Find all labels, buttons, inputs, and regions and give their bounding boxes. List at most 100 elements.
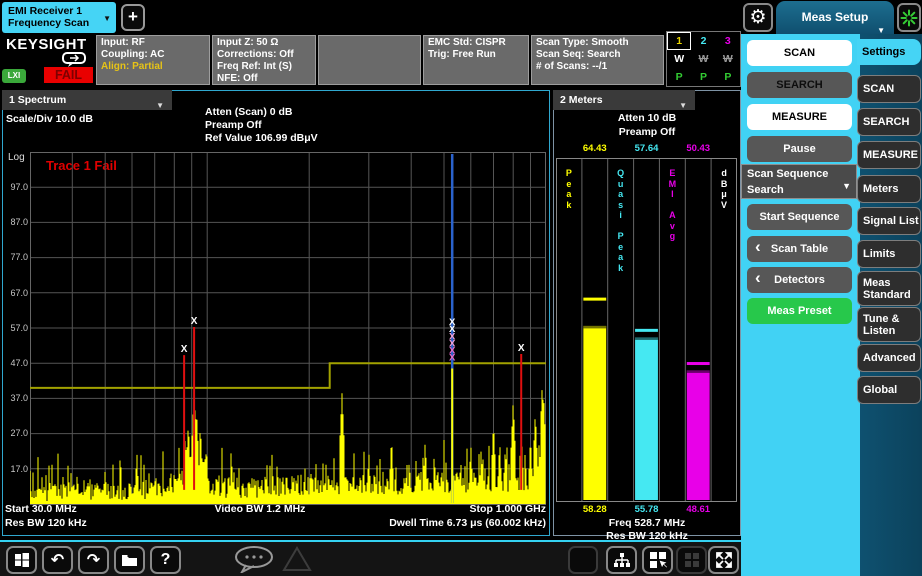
measurement-tab-label: EMI Receiver 1Frequency Scan: [8, 5, 116, 29]
status-line: Input Z: 50 Ω: [217, 37, 311, 49]
trace-2-number[interactable]: 2: [691, 32, 715, 50]
meter-max-value-0: 64.43: [575, 143, 615, 154]
undo-button[interactable]: ↶: [42, 546, 73, 574]
meter-bar-2: [687, 370, 710, 500]
window-select-icon: [649, 551, 667, 569]
fullscreen-button[interactable]: [708, 546, 739, 574]
busy-spinner-button[interactable]: [897, 3, 921, 32]
atten-readout: Atten (Scan) 0 dB Preamp Off Ref Value 1…: [205, 106, 318, 145]
y-axis-label-67.0: 67.0: [2, 288, 28, 298]
meter-current-value-0: 58.28: [575, 504, 615, 515]
meter-maxhold-1: [635, 329, 658, 332]
detectors-button[interactable]: Detectors‹: [747, 267, 852, 293]
file-explorer-button[interactable]: [114, 546, 145, 574]
tab-scan[interactable]: SCAN: [857, 75, 921, 103]
meas-preset-button[interactable]: Meas Preset: [747, 298, 852, 324]
spectrum-plot[interactable]: XXXXXXXXX: [30, 152, 546, 505]
res-bw-readout: Res BW 120 kHz: [5, 517, 87, 530]
tab-tune-listen[interactable]: Tune & Listen: [857, 307, 921, 342]
trace-3-write-state[interactable]: W: [716, 50, 740, 68]
y-axis-label-77.0: 77.0: [2, 252, 28, 262]
meter-bar-cap: [635, 337, 658, 340]
y-axis-label-37.0: 37.0: [2, 393, 28, 403]
tab-limits[interactable]: Limits: [857, 240, 921, 268]
meter-bar-0: [583, 326, 606, 500]
tab-advanced[interactable]: Advanced: [857, 344, 921, 372]
tab-settings[interactable]: Settings: [857, 39, 921, 65]
y-axis-label-87.0: 87.0: [2, 217, 28, 227]
scan-sequence-value: Search: [747, 182, 851, 198]
meter-bar-cap: [687, 370, 710, 373]
system-settings-gear-icon[interactable]: ⚙: [743, 3, 773, 32]
scan-table-button[interactable]: Scan Table‹: [747, 236, 852, 262]
status-box-2: Input Z: 50 ΩCorrections: OffFreq Ref: I…: [212, 35, 316, 85]
chevron-left-icon: ‹: [755, 268, 761, 288]
window-select-button[interactable]: [642, 546, 673, 574]
node-diagram-icon: [613, 552, 631, 568]
help-icon: ?: [161, 551, 171, 569]
trace-1-number[interactable]: 1: [667, 32, 691, 50]
search-button[interactable]: SEARCH: [747, 72, 852, 98]
chevron-left-icon: ‹: [755, 237, 761, 257]
meters-preamp-readout: Preamp Off: [553, 126, 741, 139]
message-bubble-icon[interactable]: [62, 52, 86, 68]
trace-3-number[interactable]: 3: [716, 32, 740, 50]
meters-plot: [556, 158, 737, 502]
y-axis-label-17.0: 17.0: [2, 464, 28, 474]
window-grid-button: [676, 546, 707, 574]
pause-button[interactable]: Pause: [747, 136, 852, 162]
fail-marker-x: X: [181, 344, 188, 355]
meters-freq-readout: Freq 528.7 MHz: [553, 517, 741, 530]
meters-window-title[interactable]: 2 Meters ▼: [553, 90, 695, 110]
window-grid-icon: [684, 552, 700, 568]
plot-gridlines: [30, 152, 546, 505]
node-layout-button[interactable]: [606, 546, 637, 574]
tab-measure[interactable]: MEASURE: [857, 141, 921, 169]
trace-3-pass-state[interactable]: P: [716, 68, 740, 86]
redo-button[interactable]: ↷: [78, 546, 109, 574]
video-bw-readout: Video BW 1.2 MHz: [160, 503, 360, 516]
measurement-tab[interactable]: EMI Receiver 1Frequency Scan ▼: [2, 2, 116, 33]
new-tab-button[interactable]: +: [121, 4, 145, 31]
meter-maxhold-2: [687, 362, 710, 365]
status-box-4: EMC Std: CISPRTrig: Free Run: [423, 35, 529, 85]
scan-button[interactable]: SCAN: [747, 40, 852, 66]
trace-2-pass-state[interactable]: P: [691, 68, 715, 86]
spectrum-window-title[interactable]: 1 Spectrum ▼: [2, 90, 172, 110]
status-line: Align: Partial: [101, 61, 205, 73]
measure-button[interactable]: MEASURE: [747, 104, 852, 130]
meter-maxhold-0: [583, 298, 606, 301]
tab-meas-standard[interactable]: Meas Standard: [857, 271, 921, 306]
tab-signal-list[interactable]: Signal List: [857, 207, 921, 235]
trace-1-pass-state[interactable]: P: [667, 68, 691, 86]
tab-global[interactable]: Global: [857, 376, 921, 404]
meter-bar-cap: [583, 326, 606, 329]
triangle-icon: [282, 546, 312, 572]
folder-icon: [121, 553, 138, 567]
scan-sequence-dropdown[interactable]: Scan Sequence Search ▼: [741, 164, 857, 199]
meter-unit-label: d B μ V: [717, 168, 731, 210]
chat-bubble-icon[interactable]: [232, 545, 280, 573]
disabled-tool-button: [568, 546, 598, 574]
status-box-5: Scan Type: SmoothScan Seq: Search# of Sc…: [531, 35, 664, 85]
help-button[interactable]: ?: [150, 546, 181, 574]
redo-icon: ↷: [87, 552, 100, 568]
tab-meters[interactable]: Meters: [857, 175, 921, 203]
meter-current-value-2: 48.61: [678, 504, 718, 515]
status-line: Coupling: AC: [101, 49, 205, 61]
status-line: NFE: Off: [217, 73, 311, 85]
detector-mark-x: X: [449, 353, 456, 364]
meter-label-peak: P e a k: [562, 168, 576, 210]
chevron-down-icon: ▼: [103, 13, 111, 25]
trace-detector-grid[interactable]: 123WWWPPP: [666, 31, 741, 87]
status-line: Freq Ref: Int (S): [217, 61, 311, 73]
tab-search[interactable]: SEARCH: [857, 108, 921, 136]
meas-setup-menu[interactable]: Meas Setup ▼: [776, 1, 894, 34]
keysight-logo: KEYSIGHT: [6, 36, 96, 53]
trace-2-write-state[interactable]: W: [691, 50, 715, 68]
windows-start-button[interactable]: [6, 546, 37, 574]
trace-1-write-state[interactable]: W: [667, 50, 691, 68]
status-line: Scan Seq: Search: [536, 49, 659, 61]
start-sequence-button[interactable]: Start Sequence: [747, 204, 852, 230]
status-box-3: [318, 35, 421, 85]
